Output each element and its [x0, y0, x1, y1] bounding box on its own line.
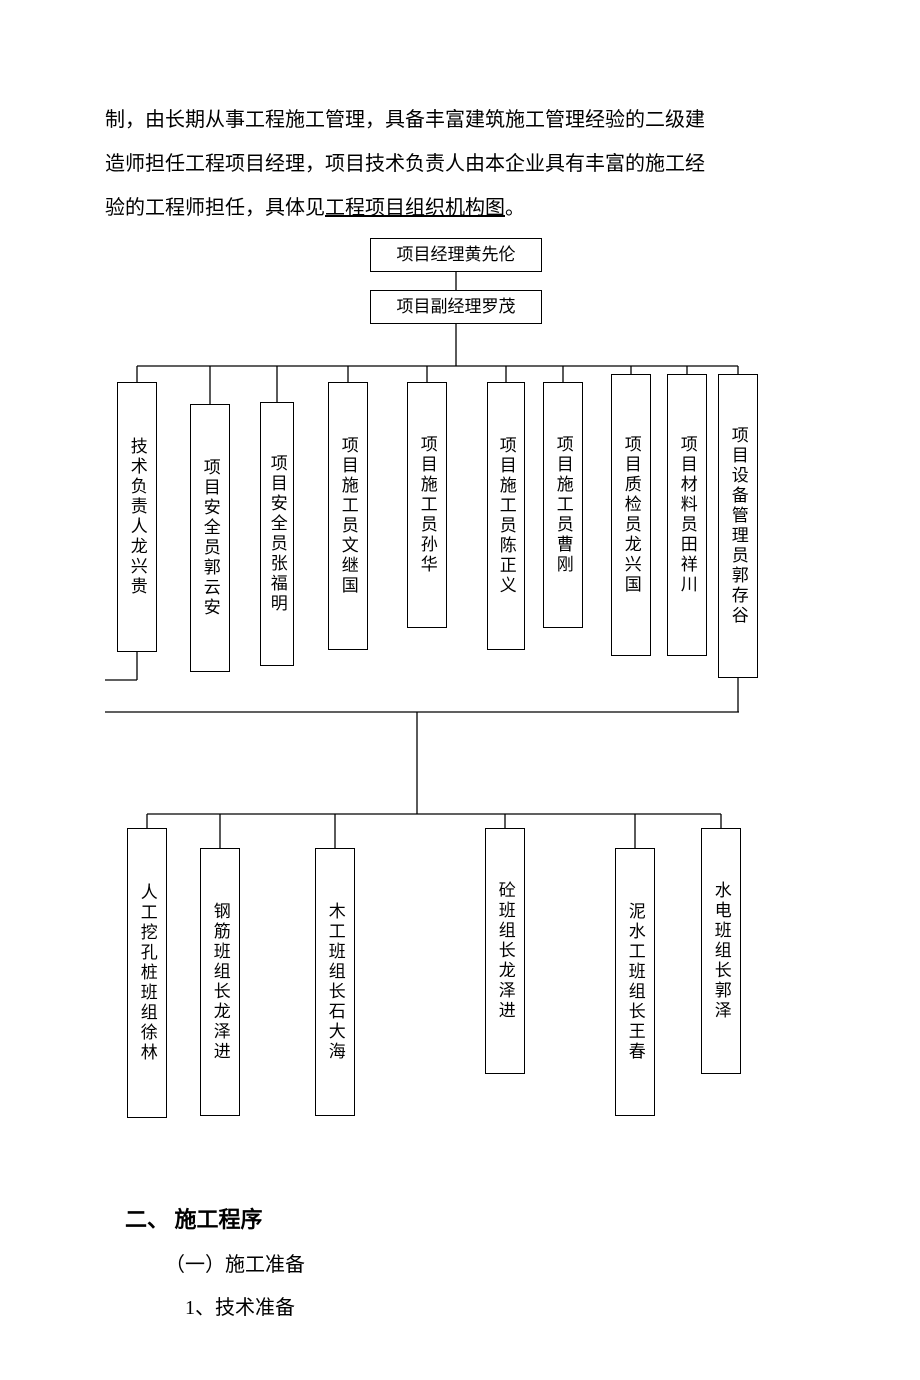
org-node-n8: 项目质检员龙兴国 — [611, 374, 651, 656]
org-node-n10: 项目设备管理员郭存谷 — [718, 374, 758, 678]
section-heading: 二、 施工程序 — [125, 1202, 815, 1234]
org-chart: 项目经理黄先伦项目副经理罗茂技术负责人龙兴贵项目安全员郭云安项目安全员张福明项目… — [105, 232, 815, 1172]
section-sub2: 1、技术准备 — [185, 1291, 815, 1320]
intro-3c: 。 — [505, 197, 525, 219]
org-node-n2: 项目安全员郭云安 — [190, 404, 230, 672]
org-node-b3: 木工班组长石大海 — [315, 848, 355, 1116]
intro-3a: 验的工程师担任，具体见 — [105, 197, 325, 219]
intro-3b: 工程项目组织机构图 — [325, 197, 505, 219]
org-node-b6: 水电班组长郭泽 — [701, 828, 741, 1074]
org-node-b5: 泥水工班组长王春 — [615, 848, 655, 1116]
org-node-n4: 项目施工员文继国 — [328, 382, 368, 650]
intro-line-2: 造师担任工程项目经理，项目技术负责人由本企业具有丰富的施工经 — [105, 144, 815, 184]
org-node-b4: 砼班组长龙泽进 — [485, 828, 525, 1074]
org-node-b2: 钢筋班组长龙泽进 — [200, 848, 240, 1116]
intro-line-1: 制，由长期从事工程施工管理，具备丰富建筑施工管理经验的二级建 — [105, 100, 815, 140]
org-node-n9: 项目材料员田祥川 — [667, 374, 707, 656]
org-node-n7: 项目施工员曹刚 — [543, 382, 583, 628]
intro-line-3: 验的工程师担任，具体见工程项目组织机构图。 — [105, 188, 815, 228]
org-node-n5: 项目施工员孙华 — [407, 382, 447, 628]
org-node-n6: 项目施工员陈正义 — [487, 382, 525, 650]
org-node-dpm: 项目副经理罗茂 — [370, 290, 542, 324]
org-node-n3: 项目安全员张福明 — [260, 402, 294, 666]
org-node-b1: 人工挖孔桩班组徐林 — [127, 828, 167, 1118]
org-node-pm: 项目经理黄先伦 — [370, 238, 542, 272]
org-node-n1: 技术负责人龙兴贵 — [117, 382, 157, 652]
section-sub1: （一）施工准备 — [165, 1248, 815, 1277]
